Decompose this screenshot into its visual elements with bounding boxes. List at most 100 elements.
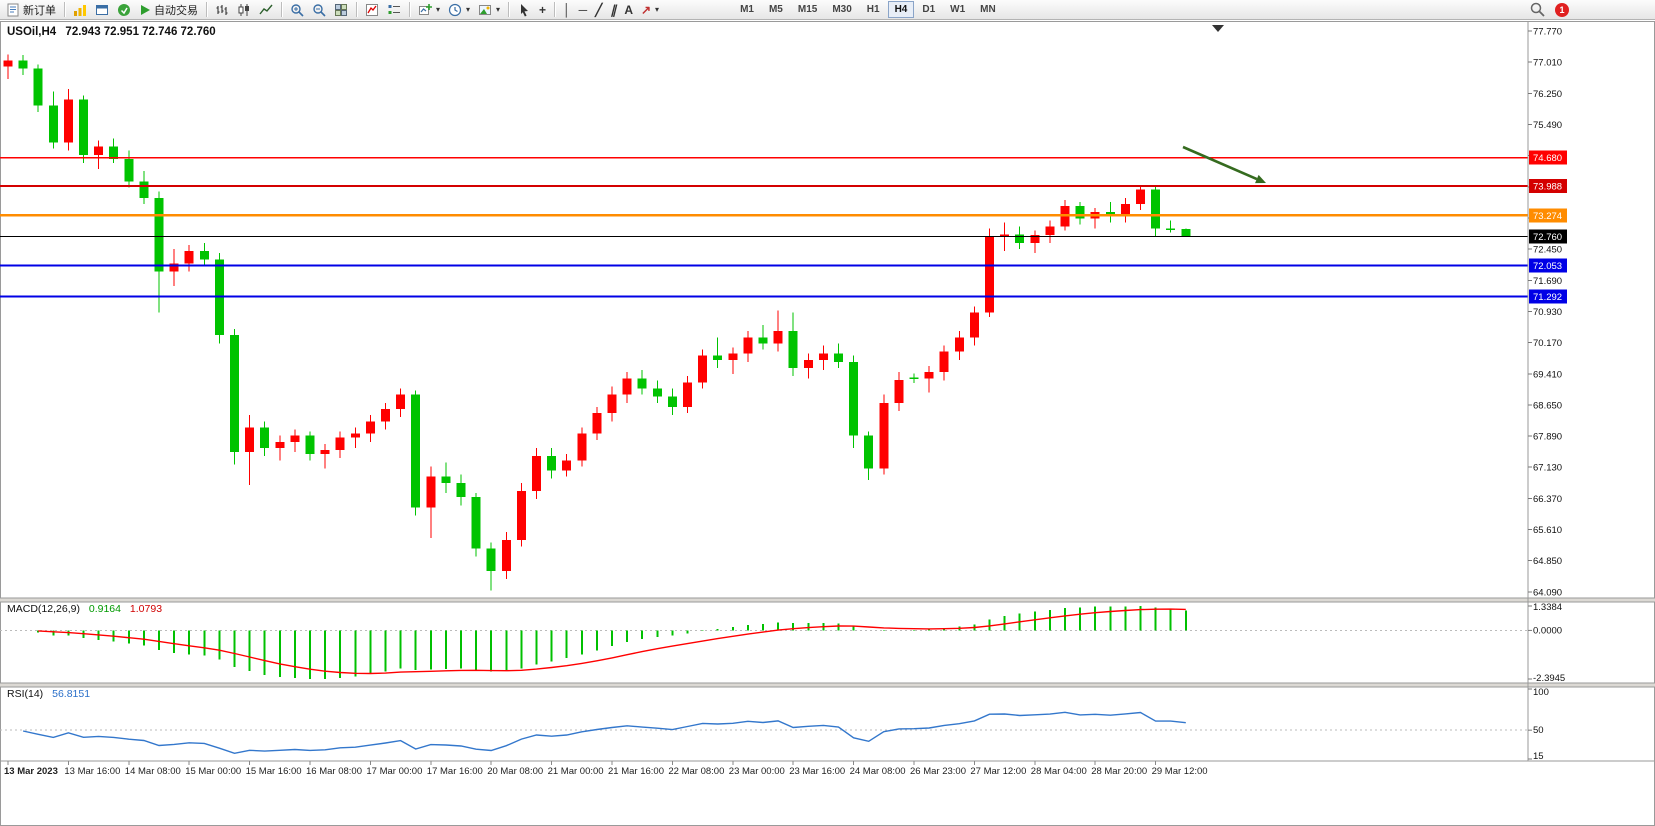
price-axis-label: 69.410 [1533, 369, 1562, 380]
trendline-button[interactable]: ╱ [591, 1, 606, 19]
candle-body [290, 435, 300, 442]
text-tool-button[interactable]: A [620, 1, 637, 19]
time-axis-label: 28 Mar 20:00 [1091, 766, 1147, 777]
timeframe-button-w1[interactable]: W1 [943, 1, 972, 18]
candle-body [577, 433, 587, 461]
time-axis-label: 13 Mar 2023 [4, 766, 58, 777]
search-icon[interactable] [1530, 2, 1545, 17]
price-axis-label: 66.370 [1533, 494, 1562, 505]
templates-button[interactable]: ▾ [474, 1, 504, 19]
channel-icon: ∥ [610, 2, 617, 17]
trendline-icon: ╱ [595, 2, 603, 17]
price-tag-71.292 [1529, 289, 1567, 304]
candle-body [758, 337, 768, 344]
time-axis-label: 17 Mar 16:00 [427, 766, 483, 777]
bar-chart-button[interactable] [211, 1, 233, 19]
macd-signal-value: 1.0793 [129, 603, 163, 615]
price-axis-label: 77.770 [1533, 27, 1562, 38]
cursor-button[interactable] [513, 1, 535, 19]
price-axis-label: 68.650 [1533, 400, 1562, 411]
price-tag-label: 72.053 [1533, 261, 1562, 272]
candle-body [773, 331, 783, 344]
macd-signal-line [38, 608, 1186, 675]
price-tag-label: 74.680 [1533, 153, 1562, 164]
candle-body [622, 378, 632, 395]
chart-macd-splitter[interactable] [0, 598, 1655, 602]
price-axis-label: 64.850 [1533, 556, 1562, 567]
autotrading-label: 自动交易 [154, 4, 198, 17]
macd-main-value: 0.9164 [88, 603, 121, 615]
main-toolbar: 新订单 自动交易 ▾ ▾ [0, 0, 1655, 20]
rsi-indicator-label: RSI(14) 56.8151 [7, 688, 90, 700]
candle-body [698, 355, 708, 383]
price-tag-73.988 [1529, 179, 1567, 194]
chart-area[interactable]: 77.77077.01076.25075.49074.73073.97073.2… [0, 21, 1655, 826]
candle-body [954, 337, 964, 352]
candle-body [939, 351, 949, 373]
toolbar-right-group: 1 [1530, 2, 1569, 17]
autotrading-button[interactable]: 自动交易 [135, 1, 202, 19]
macd-axis-label: -2.3945 [1533, 673, 1565, 684]
horizontal-line-button[interactable]: ─ [575, 1, 592, 19]
macd-rsi-splitter[interactable] [0, 683, 1655, 687]
candle-body [305, 435, 315, 455]
candlestick-chart-button[interactable] [233, 1, 255, 19]
timeframe-button-m30[interactable]: M30 [825, 1, 858, 18]
notification-badge[interactable]: 1 [1555, 2, 1569, 17]
timeframe-button-m1[interactable]: M1 [733, 1, 761, 18]
timeframe-button-m5[interactable]: M5 [762, 1, 790, 18]
periods-button[interactable]: ▾ [444, 1, 474, 19]
new-chart-button[interactable]: ▾ [414, 1, 444, 19]
price-tag-label: 72.760 [1533, 232, 1562, 243]
toolbar-separator [508, 2, 510, 17]
time-axis-label: 22 Mar 08:00 [668, 766, 724, 777]
new-order-button[interactable]: 新订单 [2, 1, 60, 19]
horizontal-line-icon: ─ [578, 2, 588, 17]
line-chart-button[interactable] [255, 1, 277, 19]
zoom-out-button[interactable] [308, 1, 330, 19]
candle-body [335, 437, 345, 451]
timeframe-button-d1[interactable]: D1 [915, 1, 942, 18]
timeframe-button-h4[interactable]: H4 [887, 1, 915, 18]
toolbar-separator [409, 2, 410, 17]
tile-windows-button[interactable] [330, 1, 352, 19]
timeframe-button-m15[interactable]: M15 [791, 1, 824, 18]
indicator-list-button[interactable] [383, 1, 405, 19]
zoom-in-button[interactable] [286, 1, 308, 19]
candle-body [516, 491, 526, 541]
chart-shift-marker[interactable] [1212, 25, 1224, 32]
candle-body [18, 60, 28, 69]
trend-arrow-annotation[interactable] [1182, 145, 1258, 181]
candle-body [260, 427, 270, 448]
zoom-out-icon [313, 3, 326, 17]
time-axis-label: 20 Mar 08:00 [487, 766, 543, 777]
timeframe-button-h1[interactable]: H1 [860, 1, 887, 18]
arrow-tool-icon: ↗ [640, 2, 652, 17]
equidistant-channel-button[interactable]: ∥ [606, 1, 620, 19]
market-watch-button[interactable] [69, 1, 91, 19]
arrows-tool-button[interactable]: ↗ ▾ [637, 1, 663, 19]
candle-body [532, 456, 541, 492]
time-axis-label: 23 Mar 00:00 [729, 766, 785, 777]
timeframe-button-mn[interactable]: MN [973, 1, 1003, 18]
crosshair-icon: + [539, 2, 547, 17]
data-window-button[interactable] [91, 1, 113, 19]
time-axis-label: 15 Mar 16:00 [246, 766, 302, 777]
templates-icon [479, 4, 492, 15]
navigator-button[interactable] [113, 1, 135, 19]
crosshair-button[interactable]: + [535, 1, 550, 19]
candle-body [3, 60, 13, 67]
price-axis-label: 70.170 [1533, 338, 1562, 349]
toolbar-separator [64, 2, 65, 17]
candle-body [381, 409, 390, 422]
macd-axis-label: 0.0000 [1533, 625, 1562, 636]
candle-body [154, 197, 164, 272]
candle-body [924, 372, 934, 379]
symbol-title: USOil,H4 [7, 26, 57, 38]
candle-body [683, 382, 692, 407]
candle-body [1181, 228, 1191, 237]
vertical-line-button[interactable]: │ [559, 1, 575, 19]
price-axis-label: 65.610 [1533, 525, 1562, 536]
indicators-button[interactable] [361, 1, 383, 19]
toolbar-separator [356, 2, 357, 17]
